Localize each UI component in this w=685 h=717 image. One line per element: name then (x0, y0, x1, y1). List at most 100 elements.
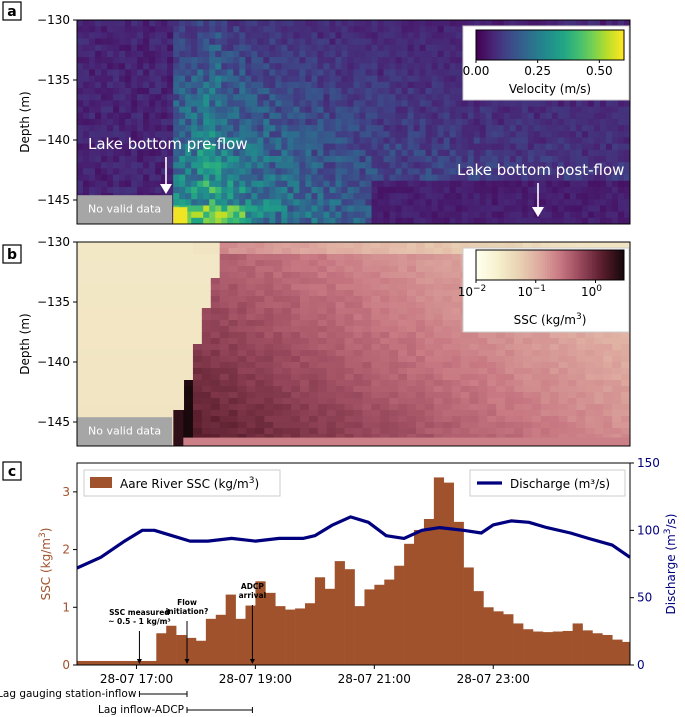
ssc-cell (237, 404, 248, 411)
velocity-cell (245, 88, 252, 95)
velocity-cell (173, 20, 180, 27)
ssc-cell (389, 284, 399, 291)
velocity-cell (431, 81, 439, 89)
velocity-cell (401, 125, 409, 132)
velocity-cell (149, 32, 156, 40)
velocity-cell (389, 88, 397, 95)
ssc-cell (273, 290, 283, 297)
velocity-cell (581, 186, 589, 194)
velocity-cell (209, 217, 216, 224)
ssc-cell (531, 416, 542, 423)
velocity-cell (143, 32, 150, 40)
velocity-cell (575, 131, 583, 139)
velocity-cell (359, 69, 367, 77)
colorbar-a-segment (582, 30, 586, 60)
velocity-cell (323, 156, 331, 163)
ssc-cell (451, 422, 462, 429)
ssc-cell (210, 248, 221, 255)
ssc-cell (451, 374, 462, 381)
velocity-cell (317, 100, 325, 108)
velocity-cell (371, 106, 379, 114)
ssc-cell (478, 386, 488, 393)
ssc-cell (362, 272, 372, 279)
velocity-cell (305, 63, 313, 71)
velocity-cell (293, 100, 301, 108)
velocity-cell (359, 88, 367, 95)
velocity-cell (431, 20, 439, 27)
ssc-cell (157, 362, 167, 369)
ssc-cell (505, 404, 515, 411)
ssc-cell (469, 416, 479, 423)
velocity-cell (329, 162, 337, 169)
ssc-cell (184, 416, 194, 423)
velocity-cell (83, 180, 90, 188)
velocity-cell (389, 106, 397, 114)
velocity-cell (281, 26, 288, 33)
velocity-cell (623, 168, 630, 176)
velocity-cell (587, 186, 595, 194)
velocity-cell (413, 162, 421, 169)
ssc-cell (496, 344, 506, 351)
ssc-cell (139, 344, 149, 351)
velocity-cell (179, 149, 186, 157)
ssc-cell (148, 248, 158, 255)
velocity-cell (335, 193, 343, 200)
velocity-cell (569, 193, 577, 200)
ssc-cell (424, 254, 435, 261)
velocity-cell (275, 199, 282, 207)
velocity-cell (317, 63, 325, 71)
velocity-cell (365, 81, 373, 89)
velocity-cell (323, 69, 331, 77)
velocity-cell (329, 125, 337, 132)
ssc-cell (184, 308, 194, 315)
velocity-cell (281, 143, 288, 151)
velocity-cell (245, 125, 252, 132)
ssc-cell (380, 398, 390, 405)
ssc-cell (353, 278, 364, 285)
velocity-cell (257, 26, 264, 33)
velocity-cell (407, 100, 415, 108)
ssc-cell (317, 278, 328, 285)
ssc-cell (451, 392, 462, 399)
colorbar-a-label: Velocity (m/s) (509, 82, 591, 96)
ssc-cell (94, 398, 105, 405)
ssc-cell (478, 356, 488, 363)
velocity-cell (521, 193, 529, 200)
ssc-cell (184, 326, 194, 333)
velocity-cell (581, 168, 589, 176)
velocity-cell (377, 131, 385, 139)
ssc-cell (94, 278, 105, 285)
velocity-cell (173, 131, 180, 139)
velocity-cell (497, 143, 505, 151)
velocity-cell (533, 118, 541, 126)
velocity-cell (401, 149, 409, 157)
velocity-cell (599, 205, 607, 213)
velocity-cell (605, 20, 613, 27)
velocity-cell (89, 57, 96, 64)
ssc-cell (264, 332, 274, 339)
velocity-cell (215, 63, 222, 71)
ssc-cell (478, 428, 488, 435)
velocity-cell (611, 20, 619, 27)
velocity-cell (575, 205, 583, 213)
velocity-cell (539, 112, 547, 120)
velocity-cell (485, 143, 493, 151)
velocity-cell (167, 143, 174, 151)
ssc-cell (237, 320, 248, 327)
ssc-cell (130, 380, 141, 387)
velocity-cell (107, 106, 114, 114)
ssc-cell (291, 386, 301, 393)
velocity-cell (137, 75, 144, 83)
ssc-cell (496, 404, 506, 411)
velocity-cell (275, 193, 282, 200)
ssc-cell (317, 398, 328, 405)
velocity-cell (89, 88, 96, 95)
ssc-cell (255, 296, 265, 303)
ssc-cell (157, 248, 167, 255)
velocity-cell (395, 125, 403, 132)
velocity-cell (515, 186, 523, 194)
ssc-cell (424, 272, 435, 279)
ssc-cell (219, 362, 230, 369)
ssc-cell (424, 434, 435, 441)
ssc-cell (192, 338, 203, 345)
